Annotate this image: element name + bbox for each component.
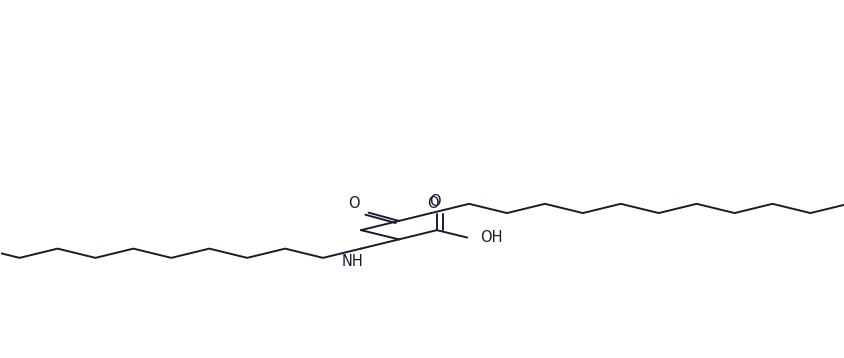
Text: O: O [429,194,441,209]
Text: O: O [348,196,360,211]
Text: O: O [426,196,438,211]
Text: NH: NH [341,254,363,269]
Text: OH: OH [479,230,501,245]
